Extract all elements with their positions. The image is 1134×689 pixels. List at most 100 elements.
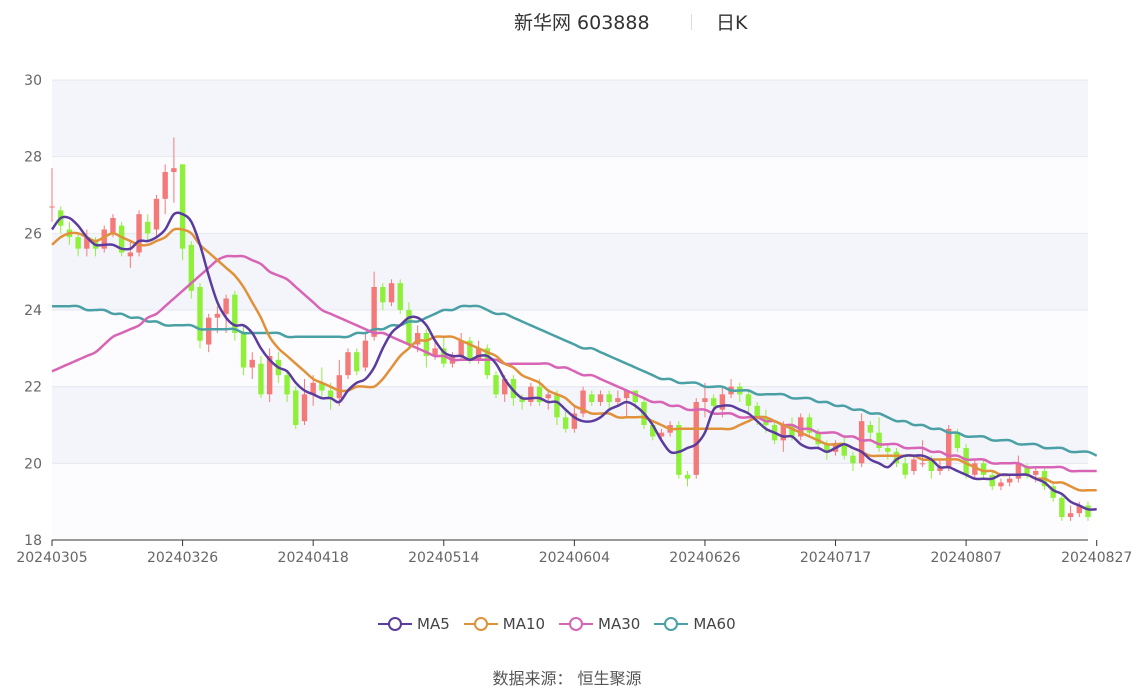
candle bbox=[84, 229, 90, 257]
candle bbox=[293, 386, 299, 429]
x-tick-label: 20240604 bbox=[539, 550, 610, 566]
candle-body bbox=[249, 359, 255, 368]
candle-body bbox=[693, 402, 699, 475]
candle-body bbox=[336, 375, 342, 399]
candle bbox=[615, 390, 621, 406]
candle-body bbox=[510, 379, 517, 399]
candle-body bbox=[75, 237, 81, 249]
background-band bbox=[52, 156, 1088, 234]
candle bbox=[362, 333, 369, 372]
candle-body bbox=[928, 459, 934, 471]
y-tick-label: 30 bbox=[24, 73, 42, 89]
candle-body bbox=[658, 432, 665, 437]
candle bbox=[153, 195, 160, 238]
candle-body bbox=[397, 283, 403, 310]
x-tick-label: 20240514 bbox=[408, 550, 479, 566]
candle-body bbox=[118, 225, 125, 253]
candle-body bbox=[1015, 463, 1022, 479]
series-line-ma5 bbox=[50, 211, 1097, 511]
candle-body bbox=[545, 394, 551, 399]
candle-body bbox=[885, 448, 891, 452]
candle bbox=[911, 455, 917, 475]
candle-body bbox=[475, 348, 482, 360]
candle bbox=[562, 409, 569, 433]
candle-body bbox=[110, 218, 116, 234]
candle-body bbox=[319, 382, 325, 391]
legend-item-ma5[interactable]: MA5 bbox=[378, 615, 450, 633]
candle bbox=[989, 471, 995, 491]
candle bbox=[484, 344, 490, 379]
candle bbox=[623, 390, 630, 418]
candle-body bbox=[258, 363, 264, 395]
candle bbox=[336, 359, 342, 406]
candle bbox=[745, 390, 752, 414]
legend-item-ma30[interactable]: MA30 bbox=[559, 615, 640, 633]
candle bbox=[606, 390, 612, 410]
period-label[interactable]: 日K bbox=[716, 12, 748, 34]
candle-body bbox=[815, 432, 821, 445]
moving-average-lines bbox=[50, 211, 1098, 511]
candle bbox=[162, 164, 168, 215]
candle-body bbox=[502, 379, 508, 395]
candle bbox=[528, 382, 534, 406]
candle-body bbox=[554, 394, 560, 418]
candle bbox=[1059, 494, 1065, 521]
candle-body bbox=[702, 398, 708, 402]
y-tick-label: 18 bbox=[24, 533, 42, 549]
candle-body bbox=[101, 229, 107, 249]
candle bbox=[266, 348, 273, 402]
candle-body bbox=[850, 455, 856, 464]
candle bbox=[597, 390, 604, 406]
candle-body bbox=[49, 206, 55, 208]
candle-body bbox=[719, 394, 726, 410]
candle-body bbox=[293, 390, 299, 425]
data-source: 数据来源： 恒生聚源 bbox=[492, 669, 642, 688]
candle-body bbox=[162, 172, 168, 199]
legend-item-ma10[interactable]: MA10 bbox=[463, 615, 545, 633]
candle bbox=[397, 279, 403, 314]
candle bbox=[850, 451, 856, 471]
candle bbox=[1050, 482, 1056, 502]
candle-body bbox=[589, 394, 595, 402]
candle-body bbox=[963, 448, 969, 475]
x-tick-label: 20240626 bbox=[669, 550, 740, 566]
legend-item-ma60[interactable]: MA60 bbox=[654, 615, 736, 633]
x-axis: 20240305 20240326 20240418 20240514 20240604… bbox=[16, 539, 1132, 566]
candle-body bbox=[1050, 486, 1056, 498]
candle-body bbox=[858, 421, 865, 464]
candle-body bbox=[754, 405, 760, 418]
legend-label-ma30: MA30 bbox=[598, 615, 641, 633]
x-tick-label: 20240827 bbox=[1061, 550, 1132, 566]
candle-body bbox=[136, 214, 142, 253]
candle-body bbox=[893, 451, 900, 464]
candle-body bbox=[580, 390, 586, 414]
chart-header: 新华网 603888 日K bbox=[0, 8, 1134, 36]
candle-body bbox=[388, 283, 395, 303]
candle bbox=[554, 390, 560, 425]
candle-body bbox=[371, 287, 377, 337]
candle-body bbox=[153, 198, 160, 230]
candle bbox=[806, 413, 813, 437]
candle bbox=[493, 371, 499, 399]
candle-body bbox=[493, 375, 499, 395]
candle bbox=[75, 233, 81, 257]
candle bbox=[1015, 455, 1022, 483]
candle-body bbox=[327, 390, 334, 399]
x-tick-label: 20240807 bbox=[930, 550, 1001, 566]
candle-body bbox=[710, 398, 717, 406]
candle-body bbox=[841, 444, 847, 456]
x-tick-label: 20240305 bbox=[16, 550, 87, 566]
candle-body bbox=[284, 375, 290, 395]
candle bbox=[684, 471, 691, 487]
candle-body bbox=[414, 333, 421, 345]
candle bbox=[893, 448, 900, 468]
candle-body bbox=[301, 394, 308, 422]
candle-body bbox=[597, 394, 604, 402]
candle-body bbox=[362, 340, 369, 368]
candle bbox=[902, 455, 908, 479]
candle-body bbox=[519, 398, 525, 402]
candle bbox=[876, 417, 882, 452]
candle-body bbox=[380, 287, 386, 303]
candle bbox=[972, 459, 978, 479]
